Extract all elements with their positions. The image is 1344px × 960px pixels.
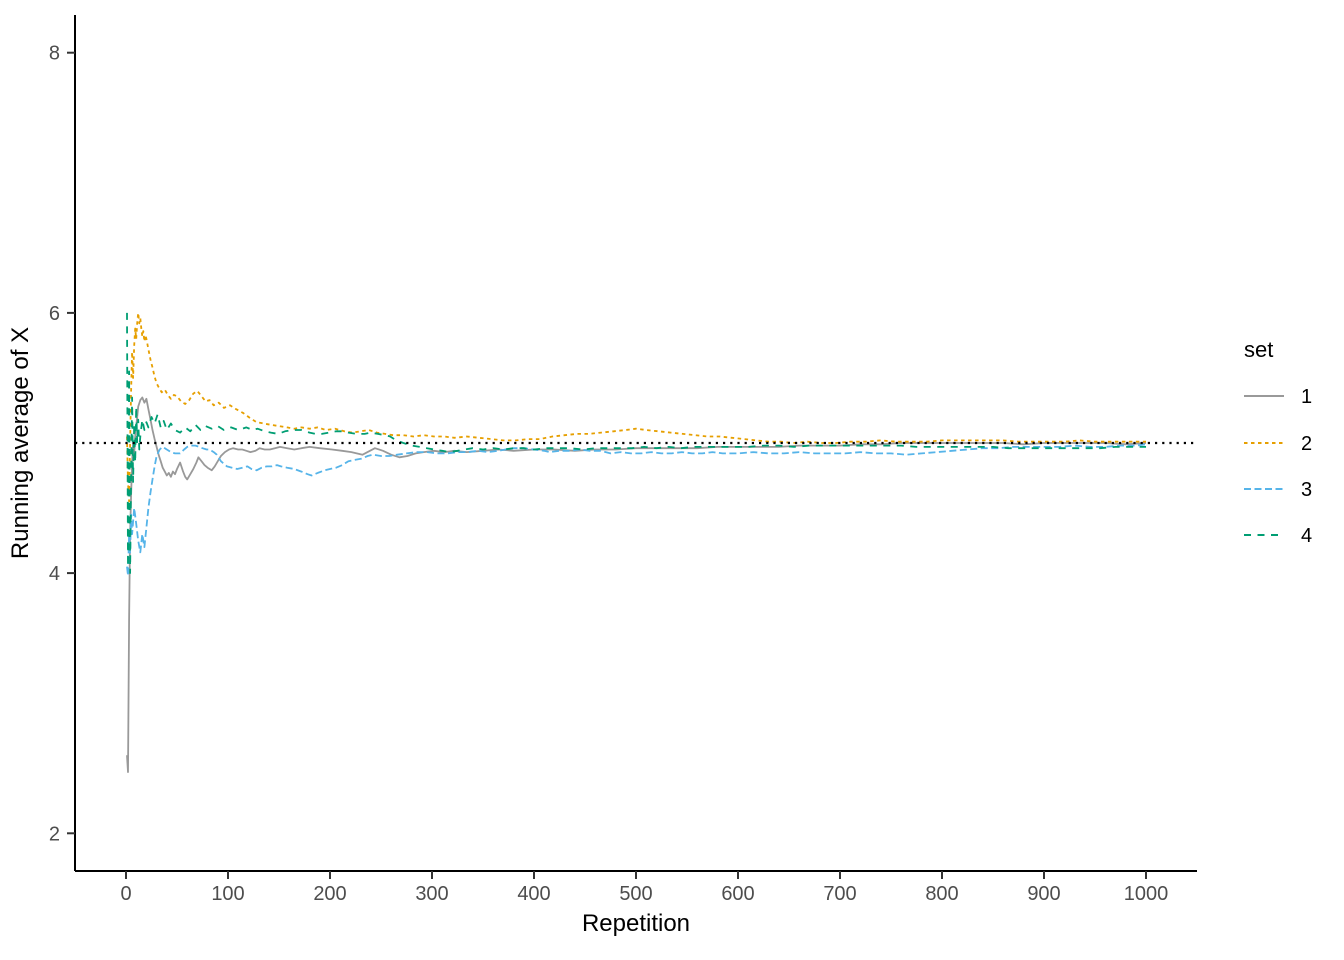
x-tick-label: 300 <box>415 883 448 905</box>
x-tick-label: 800 <box>925 883 958 905</box>
x-tick-label: 600 <box>721 883 754 905</box>
legend-entry-2: 2 <box>1244 433 1312 455</box>
x-tick-label: 500 <box>619 883 652 905</box>
x-axis-title: Repetition <box>582 910 690 937</box>
x-tick-label: 100 <box>211 883 244 905</box>
y-tick-label: 6 <box>49 303 60 325</box>
series-line-1 <box>126 396 1147 773</box>
series-line-3 <box>126 443 1147 577</box>
x-tick-label: 1000 <box>1124 883 1169 905</box>
legend: 1 2 3 4 <box>1244 386 1312 547</box>
y-axis-title: Running average of X <box>7 327 34 559</box>
x-tick-label: 0 <box>120 883 131 905</box>
legend-label-4: 4 <box>1301 525 1312 547</box>
legend-entry-4: 4 <box>1244 525 1312 547</box>
legend-label-2: 2 <box>1301 433 1312 455</box>
y-tick-label: 8 <box>49 43 60 65</box>
series-line-4 <box>126 312 1146 574</box>
x-tick-label: 900 <box>1027 883 1060 905</box>
series-layer <box>126 311 1147 773</box>
legend-title: set <box>1244 337 1273 362</box>
x-tick-label: 700 <box>823 883 856 905</box>
legend-entry-1: 1 <box>1244 386 1312 408</box>
legend-label-1: 1 <box>1301 386 1312 408</box>
legend-label-3: 3 <box>1301 479 1312 501</box>
x-tick-label: 400 <box>517 883 550 905</box>
series-line-2 <box>126 311 1146 503</box>
x-tick-label: 200 <box>313 883 346 905</box>
y-tick-label: 2 <box>49 823 60 845</box>
y-tick-label: 4 <box>49 563 60 585</box>
axis-layer: 0 100 200 300 400 500 600 700 800 900 1000 2 4 6 8 <box>49 15 1197 905</box>
legend-entry-3: 3 <box>1244 479 1312 501</box>
